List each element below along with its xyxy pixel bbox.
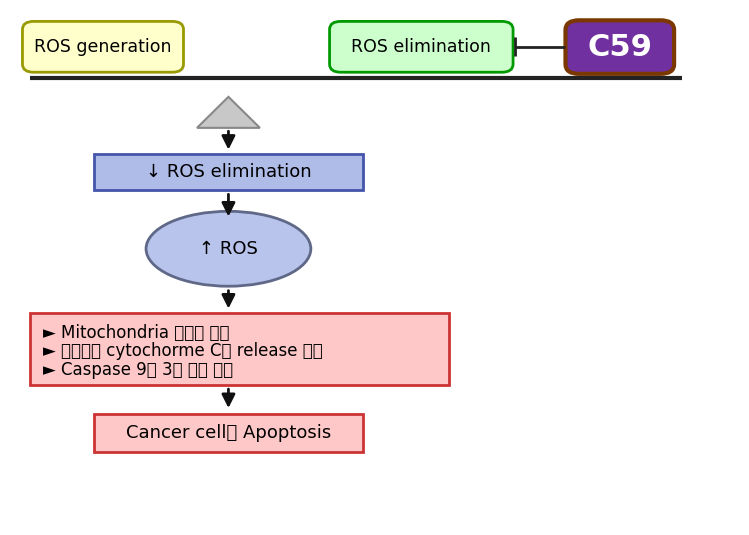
Text: C59: C59 [587, 33, 652, 62]
Bar [94, 154, 363, 190]
Text: ROS elimination: ROS elimination [351, 38, 491, 56]
Text: Cancer cell의 Apoptosis: Cancer cell의 Apoptosis [126, 424, 331, 442]
Text: ↓ ROS elimination: ↓ ROS elimination [145, 163, 312, 181]
Text: ► Mitochondria 막전압 붕괴: ► Mitochondria 막전압 붕괴 [43, 324, 230, 342]
FancyBboxPatch shape [330, 21, 513, 72]
Bar [94, 414, 363, 452]
Text: ROS generation: ROS generation [34, 38, 172, 56]
Bar [30, 313, 449, 385]
Text: ► 세포질로 cytochorme C의 release 증가: ► 세포질로 cytochorme C의 release 증가 [43, 342, 323, 360]
FancyBboxPatch shape [22, 21, 184, 72]
FancyBboxPatch shape [565, 20, 674, 74]
Text: ↑ ROS: ↑ ROS [199, 240, 258, 258]
Ellipse shape [146, 211, 311, 286]
Text: ► Caspase 9과 3의 활성 증가: ► Caspase 9과 3의 활성 증가 [43, 361, 234, 379]
Polygon shape [197, 97, 260, 128]
